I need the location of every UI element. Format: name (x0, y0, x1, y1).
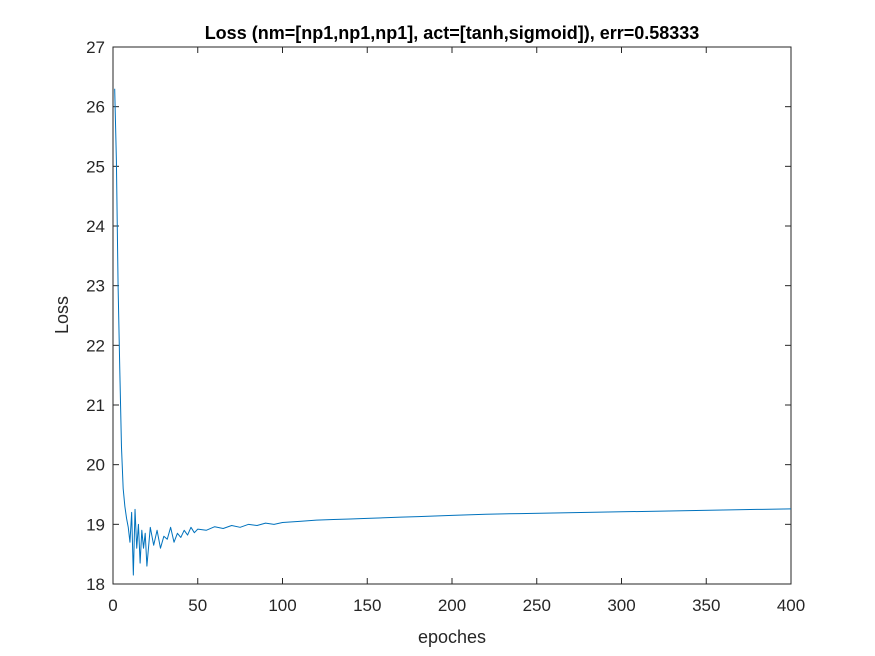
y-tick-label: 24 (86, 217, 105, 236)
x-tick-label: 200 (438, 596, 466, 615)
y-tick-label: 27 (86, 38, 105, 57)
y-axis-label: Loss (52, 296, 72, 334)
y-tick-label: 22 (86, 336, 105, 355)
x-tick-label: 150 (353, 596, 381, 615)
y-tick-label: 23 (86, 277, 105, 296)
series-layer (114, 88, 792, 576)
x-tick-label: 250 (523, 596, 551, 615)
chart-title: Loss (nm=[np1,np1,np1], act=[tanh,sigmoi… (205, 23, 700, 43)
x-tick-label: 0 (108, 596, 117, 615)
y-tick-label: 20 (86, 456, 105, 475)
x-tick-label: 350 (692, 596, 720, 615)
y-tick-label: 19 (86, 515, 105, 534)
y-tick-label: 21 (86, 396, 105, 415)
x-tick-label: 100 (268, 596, 296, 615)
y-tick-label: 25 (86, 157, 105, 176)
plot-area (112, 46, 792, 585)
x-axis-label: epoches (418, 627, 486, 647)
y-tick-label: 26 (86, 98, 105, 117)
y-tick-label: 18 (86, 575, 105, 594)
x-tick-label: 400 (777, 596, 805, 615)
loss-series-line (114, 88, 792, 576)
x-tick-label: 50 (188, 596, 207, 615)
x-tick-label: 300 (607, 596, 635, 615)
x-axis-ticks: 0 50 100 150 200 250 300 350 400 (108, 47, 805, 615)
y-axis-ticks: 18 19 20 21 22 23 24 25 26 27 (86, 38, 791, 594)
